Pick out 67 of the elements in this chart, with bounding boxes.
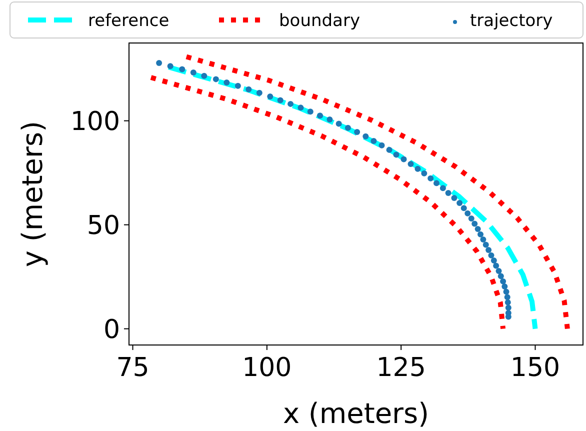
x-axis-title: x (meters) bbox=[282, 397, 430, 430]
point bbox=[234, 82, 241, 89]
point bbox=[307, 108, 314, 115]
point bbox=[480, 236, 486, 243]
point bbox=[502, 284, 508, 290]
point bbox=[504, 294, 510, 300]
point bbox=[267, 93, 274, 100]
point bbox=[362, 133, 369, 140]
x-tick-label: 100 bbox=[242, 353, 292, 383]
point bbox=[190, 70, 196, 76]
point bbox=[370, 138, 377, 144]
y-tick-label: 0 bbox=[103, 314, 120, 345]
y-tick-label: 50 bbox=[86, 210, 120, 241]
point bbox=[344, 124, 351, 131]
point bbox=[505, 304, 512, 311]
legend-label: trajectory bbox=[470, 10, 553, 31]
x-tick-label: 75 bbox=[116, 353, 150, 383]
y-tick-label: 100 bbox=[70, 106, 120, 137]
x-tick-label: 150 bbox=[510, 353, 560, 383]
point bbox=[474, 226, 481, 232]
point bbox=[503, 288, 510, 295]
point bbox=[496, 268, 502, 274]
x-tick-label: 125 bbox=[376, 353, 426, 383]
point bbox=[256, 90, 262, 96]
point bbox=[378, 142, 385, 148]
point bbox=[298, 104, 304, 111]
legend-label: reference bbox=[88, 10, 170, 31]
point bbox=[451, 194, 458, 201]
point bbox=[354, 129, 360, 136]
point bbox=[317, 112, 324, 119]
point bbox=[440, 185, 446, 192]
point bbox=[464, 210, 471, 216]
point bbox=[468, 216, 474, 222]
legend-label: boundary bbox=[279, 10, 360, 31]
point bbox=[433, 180, 440, 186]
point bbox=[500, 278, 506, 284]
point bbox=[408, 161, 414, 168]
point bbox=[460, 205, 467, 212]
point bbox=[179, 66, 186, 72]
point bbox=[277, 97, 284, 104]
point bbox=[478, 231, 484, 238]
point bbox=[482, 242, 489, 248]
point bbox=[421, 170, 428, 176]
point bbox=[498, 273, 504, 280]
y-axis-title: y (meters) bbox=[16, 120, 49, 268]
point bbox=[456, 200, 463, 206]
point bbox=[504, 299, 511, 306]
point bbox=[156, 60, 162, 66]
point bbox=[326, 116, 333, 123]
point bbox=[428, 175, 434, 182]
point bbox=[488, 252, 494, 258]
point bbox=[201, 72, 208, 79]
point bbox=[472, 220, 478, 227]
point bbox=[493, 262, 500, 269]
point bbox=[386, 146, 392, 153]
point bbox=[414, 166, 421, 172]
point bbox=[445, 190, 452, 196]
point bbox=[393, 152, 400, 158]
point bbox=[400, 156, 407, 162]
point bbox=[336, 120, 342, 127]
point bbox=[490, 258, 497, 264]
point bbox=[167, 63, 174, 70]
point bbox=[212, 76, 219, 82]
point bbox=[288, 100, 294, 107]
point bbox=[224, 80, 230, 86]
point bbox=[486, 246, 492, 253]
point bbox=[246, 86, 252, 92]
